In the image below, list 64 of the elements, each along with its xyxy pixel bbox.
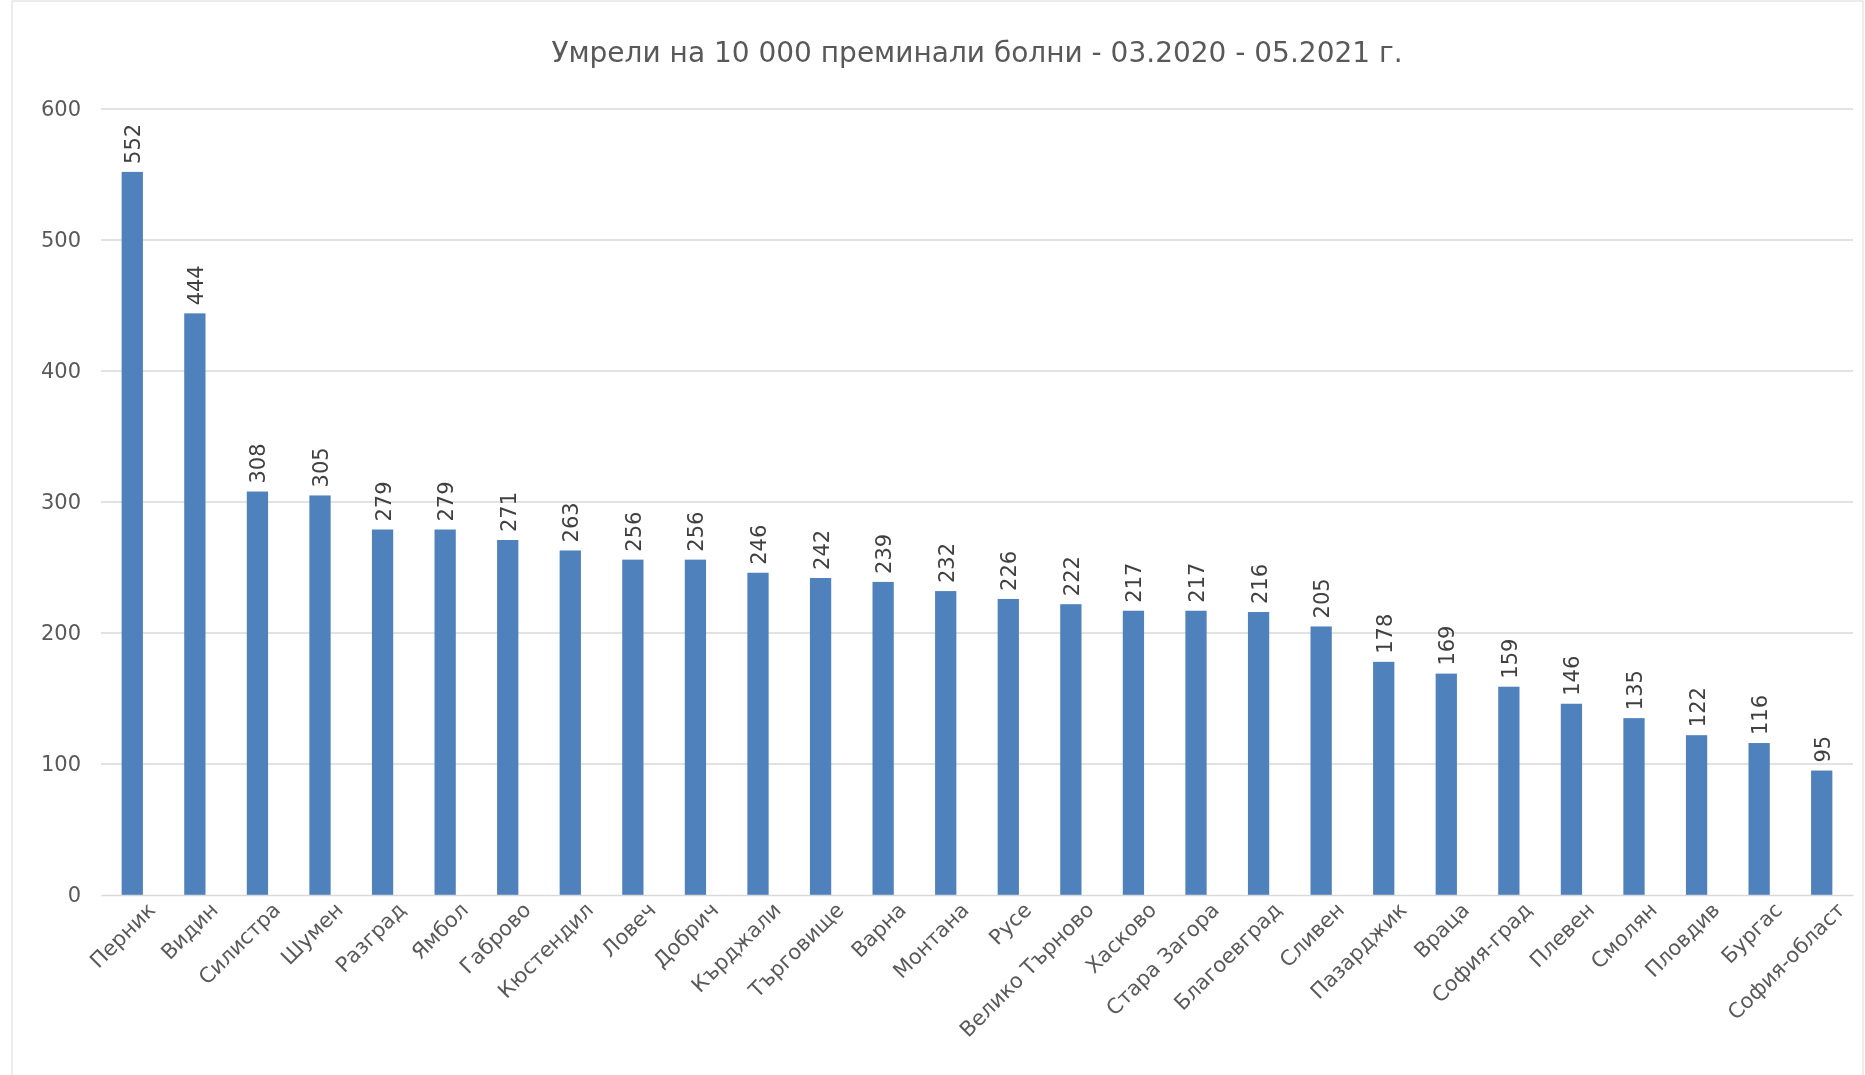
data-label: 279 <box>434 481 459 522</box>
data-label: 217 <box>1122 562 1147 603</box>
data-label: 226 <box>997 550 1022 591</box>
data-label: 122 <box>1685 687 1710 728</box>
bar <box>1748 743 1770 895</box>
bar <box>809 577 832 895</box>
data-label: 242 <box>809 529 834 570</box>
y-tick-label: 200 <box>40 621 81 646</box>
data-label: 159 <box>1497 638 1522 679</box>
bar <box>1498 686 1520 895</box>
data-label: 222 <box>1059 556 1084 597</box>
bar <box>1685 735 1708 895</box>
data-label: 116 <box>1748 694 1773 736</box>
bar <box>1310 626 1332 895</box>
bar <box>997 598 1019 895</box>
bar <box>1185 610 1207 895</box>
y-tick-label: 100 <box>40 752 81 777</box>
data-label: 239 <box>872 533 897 574</box>
data-label: 205 <box>1310 578 1335 619</box>
data-label: 217 <box>1185 562 1209 603</box>
y-tick-label: 0 <box>67 883 81 908</box>
data-label: 232 <box>934 542 959 584</box>
bar <box>747 572 769 895</box>
bar <box>1060 604 1082 895</box>
bar <box>434 529 456 895</box>
bar <box>1623 718 1645 895</box>
data-label: 263 <box>559 502 584 543</box>
data-label: 305 <box>309 447 333 488</box>
bar <box>497 539 519 895</box>
data-label: 135 <box>1623 670 1647 711</box>
bar <box>309 495 331 895</box>
data-label: 256 <box>621 511 646 552</box>
bar <box>622 559 644 895</box>
data-label: 444 <box>183 265 208 306</box>
data-label: 256 <box>684 511 709 552</box>
bar <box>935 591 957 895</box>
y-tick-label: 400 <box>40 359 81 384</box>
y-tick-label: 500 <box>40 228 81 253</box>
y-tick-label: 600 <box>40 97 81 122</box>
data-label: 246 <box>747 524 771 565</box>
data-label: 178 <box>1372 613 1397 654</box>
bar <box>872 581 894 895</box>
data-label: 216 <box>1247 563 1272 605</box>
data-label: 552 <box>121 123 146 164</box>
chart-title: Умрели на 10 000 преминали болни - 03.2020 - 05.2021 г. <box>551 36 1403 69</box>
bar <box>371 529 394 895</box>
bar <box>1247 612 1270 895</box>
data-label: 169 <box>1435 625 1460 666</box>
bar <box>559 550 581 895</box>
bar <box>1435 673 1457 895</box>
bar <box>1560 703 1583 895</box>
bar <box>1122 610 1145 895</box>
bar <box>184 313 206 895</box>
bar <box>684 559 707 895</box>
bar <box>1811 770 1833 895</box>
data-label: 308 <box>246 443 271 484</box>
y-tick-label: 300 <box>40 490 81 515</box>
data-label: 95 <box>1810 735 1835 763</box>
data-label: 279 <box>371 481 396 522</box>
bar <box>121 171 143 895</box>
bar <box>246 491 269 895</box>
data-label: 146 <box>1560 655 1585 696</box>
bar <box>1373 661 1395 895</box>
data-label: 271 <box>496 491 521 532</box>
